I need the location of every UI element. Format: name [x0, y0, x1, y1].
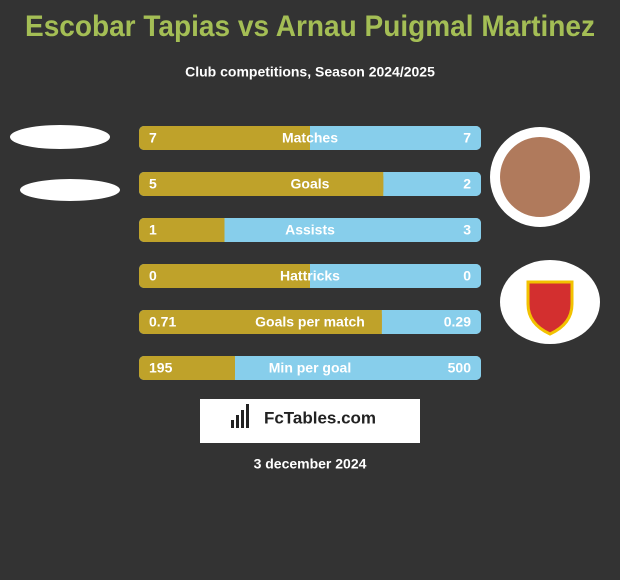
- right-value: 7: [463, 130, 471, 146]
- brand-icon: [231, 404, 249, 428]
- left-value: 0: [149, 268, 157, 284]
- brand: FcTables.com: [264, 408, 376, 427]
- right-value: 0: [463, 268, 471, 284]
- left-bar: [139, 356, 235, 380]
- player-face: [500, 137, 580, 217]
- right-bar: [310, 264, 481, 288]
- left-bar-edge: [229, 356, 235, 380]
- left-bar-edge: [305, 264, 310, 288]
- club-crest: [526, 280, 574, 336]
- stat-label: Goals: [291, 176, 330, 192]
- stat-label: Assists: [285, 222, 335, 238]
- left-badge: [10, 125, 110, 149]
- subtitle: Club competitions, Season 2024/2025: [185, 64, 435, 80]
- right-bar: [224, 218, 481, 242]
- left-bar: [139, 264, 310, 288]
- right-bar: [383, 172, 481, 196]
- left-badge: [20, 179, 120, 201]
- date: 3 december 2024: [254, 456, 367, 472]
- left-value: 195: [149, 360, 173, 376]
- right-bar: [381, 310, 481, 334]
- rows: 7 Matches 7 5 Goals 2 1 Assists 3 0 Hattricks 0 0.71…: [139, 126, 481, 380]
- right-bar: [310, 126, 481, 150]
- left-bar: [139, 310, 382, 334]
- title: Escobar Tapias vs Arnau Puigmal Martinez: [25, 10, 595, 43]
- stat-label: Min per goal: [269, 360, 351, 376]
- right-value: 0.29: [444, 314, 471, 330]
- left-bar: [139, 172, 384, 196]
- left-bar: [139, 126, 310, 150]
- stat-label: Matches: [282, 130, 338, 146]
- left-value: 5: [149, 176, 157, 192]
- stat-label: Hattricks: [280, 268, 340, 284]
- right-value: 500: [448, 360, 472, 376]
- left-bar-edge: [376, 310, 382, 334]
- left-bar-edge: [305, 126, 310, 150]
- left-bar-edge: [219, 218, 225, 242]
- stat-label: Goals per match: [255, 314, 365, 330]
- left-value: 0.71: [149, 314, 176, 330]
- right-value: 2: [463, 176, 471, 192]
- right-bar: [234, 356, 481, 380]
- left-bar-edge: [378, 172, 384, 196]
- right-value: 3: [463, 222, 471, 238]
- left-value: 1: [149, 222, 157, 238]
- left-bar: [139, 218, 225, 242]
- left-value: 7: [149, 130, 157, 146]
